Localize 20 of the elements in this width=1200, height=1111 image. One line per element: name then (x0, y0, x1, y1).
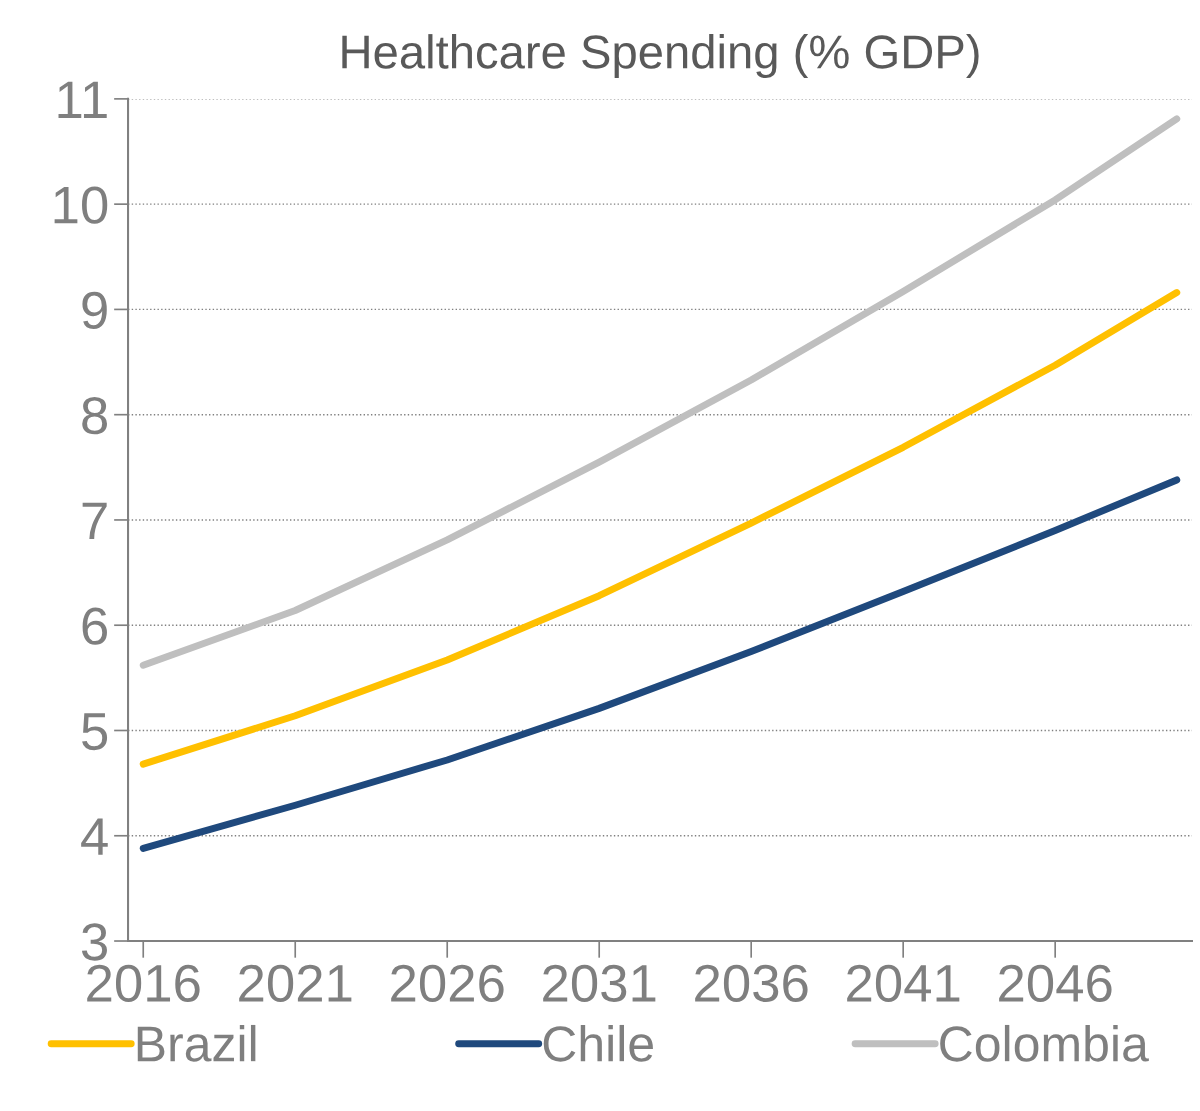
x-tick-label: 2031 (543, 964, 656, 1003)
x-tick-label: 2041 (847, 964, 960, 1003)
y-tick-label: 3 (81, 923, 107, 961)
legend-label: Chile (543, 1024, 653, 1062)
y-tick-label: 6 (82, 607, 107, 645)
y-tick-label: 11 (58, 81, 107, 118)
y-tick-label: 7 (82, 502, 107, 540)
x-tick-label: 2016 (87, 964, 200, 1003)
x-tick-label: 2046 (999, 964, 1112, 1003)
x-tick-label: 2021 (239, 964, 352, 1003)
x-tick-label: 2026 (391, 964, 504, 1003)
chart-title: Healthcare Spending (% GDP) (342, 34, 979, 79)
y-tick-label: 10 (54, 186, 108, 224)
legend-label: Brazil (137, 1024, 256, 1062)
legend-label: Colombia (940, 1024, 1149, 1062)
x-tick-label: 2036 (695, 964, 808, 1003)
y-tick-label: 9 (82, 291, 107, 330)
y-tick-label: 5 (82, 713, 108, 751)
y-tick-label: 4 (81, 818, 108, 855)
y-tick-label: 8 (82, 396, 107, 435)
